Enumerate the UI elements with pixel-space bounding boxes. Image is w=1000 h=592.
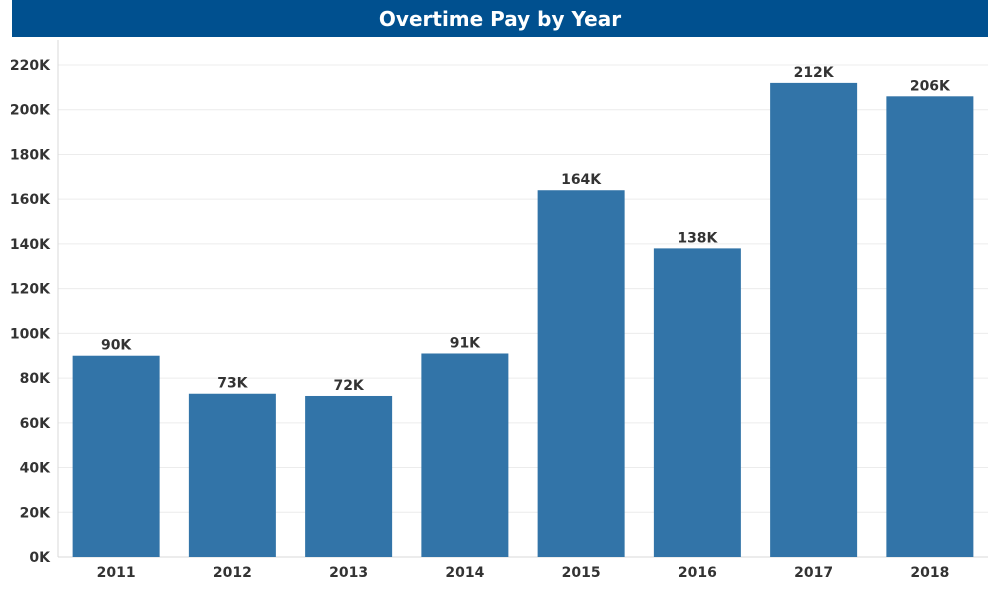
x-tick-label-2011: 2011: [97, 565, 136, 581]
y-tick-label: 100K: [10, 326, 51, 342]
data-label-2016: 138K: [677, 230, 718, 246]
y-tick-label: 220K: [10, 58, 51, 74]
data-label-2018: 206K: [910, 78, 951, 94]
y-tick-label: 80K: [20, 371, 51, 387]
bar-2018: [886, 96, 974, 558]
bar-2017: [770, 82, 858, 558]
bar-2012: [188, 393, 276, 557]
bar-2013: [305, 395, 393, 557]
x-tick-label-2012: 2012: [213, 565, 252, 581]
y-tick-label: 140K: [10, 237, 51, 253]
bar-2016: [653, 248, 741, 557]
bars: [72, 82, 974, 558]
y-tick-label: 200K: [10, 103, 51, 119]
x-tick-label-2017: 2017: [794, 565, 833, 581]
x-tick-label-2018: 2018: [910, 565, 949, 581]
y-axis: 0K 20K 40K 60K 80K 100K 120K 140K 160K 180K 200K 22…: [10, 58, 51, 566]
bar-2014: [421, 353, 509, 557]
data-labels: 90K 73K 72K 91K 164K 138K 212K 206K: [101, 65, 951, 394]
y-tick-label: 120K: [10, 282, 51, 298]
data-label-2017: 212K: [794, 65, 835, 81]
x-tick-label-2013: 2013: [329, 565, 368, 581]
data-label-2014: 91K: [450, 335, 481, 351]
y-tick-label: 60K: [20, 416, 51, 432]
data-label-2012: 73K: [217, 376, 248, 392]
data-label-2011: 90K: [101, 338, 132, 354]
data-label-2013: 72K: [333, 378, 364, 394]
y-tick-label: 0K: [29, 550, 51, 566]
chart-title: Overtime Pay by Year: [378, 6, 622, 31]
x-tick-label-2016: 2016: [678, 565, 717, 581]
bar-2011: [72, 355, 160, 557]
bar-2015: [537, 190, 625, 557]
y-tick-label: 160K: [10, 192, 51, 208]
y-tick-label: 20K: [20, 505, 51, 521]
data-label-2015: 164K: [561, 172, 602, 188]
y-tick-label: 180K: [10, 147, 51, 163]
chart-title-bar: Overtime Pay by Year: [12, 0, 988, 37]
y-tick-label: 40K: [20, 461, 51, 477]
x-tick-label-2015: 2015: [562, 565, 601, 581]
x-axis: 2011 2012 2013 2014 2015 2016 2017 2018: [97, 565, 950, 581]
x-tick-label-2014: 2014: [445, 565, 484, 581]
